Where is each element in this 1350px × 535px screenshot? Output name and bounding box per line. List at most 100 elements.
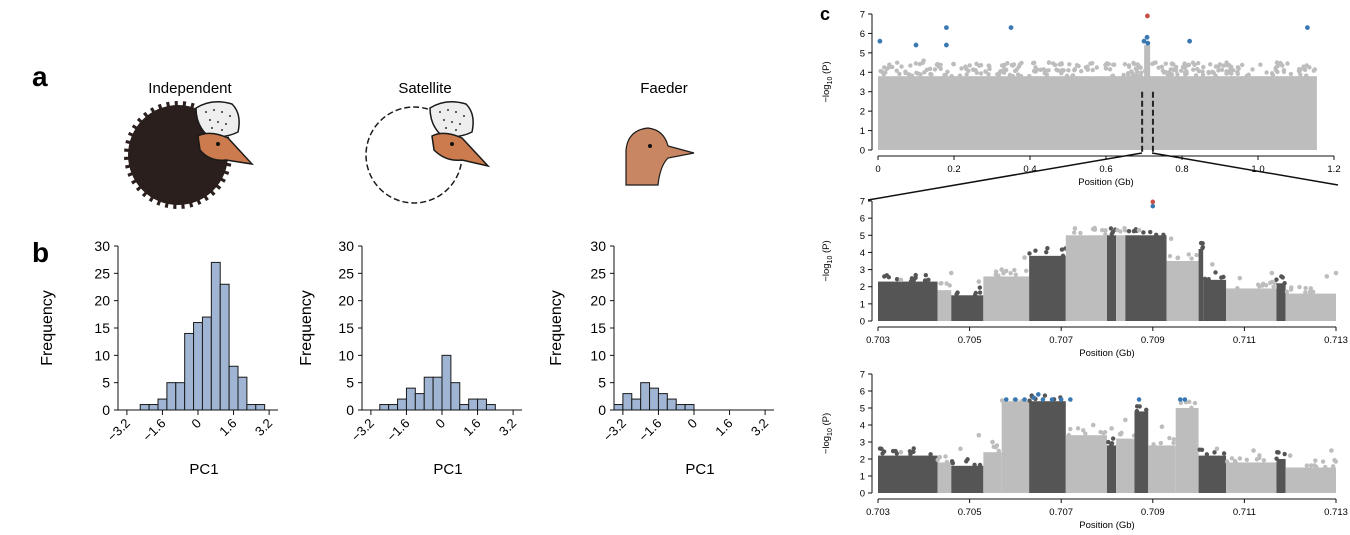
x-tick-label: 0.705 — [958, 335, 982, 346]
snp-point — [1044, 72, 1050, 77]
y-axis-title: Frequency — [298, 290, 315, 366]
y-axis-title: −log10 (P) — [821, 413, 834, 454]
y-axis-title: −log10 (P) — [821, 240, 834, 281]
snp-point — [1175, 72, 1180, 77]
snp-point — [1281, 68, 1287, 73]
independent-head-tufts — [195, 101, 240, 138]
histogram-bar — [379, 404, 390, 411]
y-tick-label: 2 — [860, 282, 865, 293]
x-tick-label: 0.713 — [1324, 335, 1348, 346]
snp-point — [1169, 61, 1175, 66]
snp-point — [1207, 62, 1213, 67]
y-tick-label: 10 — [590, 347, 606, 363]
snp-point — [1192, 62, 1197, 68]
snp-point — [1083, 431, 1088, 436]
x-tick-label: −3.2 — [104, 416, 133, 445]
snp-point — [1195, 61, 1201, 66]
snp-point — [1210, 262, 1215, 267]
snp-point — [1282, 280, 1287, 286]
snp-point — [1054, 67, 1059, 72]
y-tick-label: 10 — [94, 347, 110, 363]
snp-point — [1066, 68, 1071, 73]
y-tick-label: 5 — [598, 375, 606, 391]
snp-point — [1168, 67, 1174, 72]
snp-point — [1132, 61, 1137, 67]
y-tick-label: 25 — [590, 265, 606, 281]
snp-point — [880, 451, 885, 456]
snp-point — [1288, 287, 1294, 292]
snp-segment — [1134, 411, 1149, 493]
snp-segment — [1276, 283, 1286, 321]
snp-point — [1071, 230, 1077, 235]
snp-point — [1237, 456, 1243, 461]
snp-point — [1008, 271, 1013, 276]
snp-point — [1333, 270, 1339, 276]
snp-point — [973, 68, 978, 73]
snp-point — [1159, 64, 1165, 70]
x-tick-label: 0 — [875, 164, 880, 175]
faeder-illustration — [625, 127, 695, 186]
snp-point — [1066, 432, 1071, 438]
significant-snp-point — [1040, 397, 1046, 402]
y-tick-label: 1 — [860, 126, 865, 137]
histogram-bar — [432, 376, 443, 411]
histogram-bar — [657, 393, 668, 411]
snp-point — [1167, 435, 1172, 441]
significant-snp-point — [1141, 38, 1147, 44]
histogram-bar — [166, 382, 177, 411]
histogram-faeder: 0 5 10 15 20 25 30 −3.2 −1.6 0 1.6 3.2 PC1 Frequency — [548, 238, 774, 478]
snp-point — [1199, 447, 1205, 453]
snp-point — [911, 446, 916, 451]
peak-column — [1144, 45, 1151, 151]
y-tick-label: 1 — [860, 299, 865, 310]
snp-point — [1126, 63, 1132, 68]
significant-snp-point — [1036, 392, 1041, 397]
snp-point — [1320, 459, 1326, 464]
snp-point — [1236, 66, 1241, 71]
snp-point — [986, 63, 991, 68]
snp-point — [1024, 268, 1029, 274]
y-tick-label: 30 — [590, 238, 606, 254]
snp-point — [1251, 448, 1256, 453]
snp-point — [1090, 67, 1095, 73]
snp-point — [1216, 68, 1221, 73]
snp-point — [959, 66, 964, 71]
snp-point — [1102, 429, 1108, 435]
top-snp-point — [1150, 199, 1156, 205]
histogram-bar — [441, 354, 452, 411]
snp-point — [1098, 429, 1103, 435]
snp-point — [1221, 451, 1227, 456]
snp-segment — [1001, 401, 1030, 493]
significant-snp-point — [1136, 397, 1142, 402]
snp-point — [967, 63, 972, 68]
y-tick-label: 6 — [860, 214, 865, 225]
significant-snp-point — [1145, 40, 1151, 46]
snp-point — [1184, 71, 1189, 76]
satellite-male-illustration — [365, 101, 491, 204]
x-tick-label: 0.707 — [1049, 507, 1073, 518]
snp-point — [1224, 459, 1230, 464]
snp-point — [1010, 63, 1015, 68]
histogram-bar — [184, 332, 195, 411]
snp-point — [973, 290, 978, 296]
y-tick-label: 10 — [338, 347, 354, 363]
snp-point — [921, 58, 926, 63]
x-tick-label: −3.2 — [348, 416, 377, 445]
snp-segment — [1226, 462, 1277, 493]
y-tick-label: 20 — [590, 293, 606, 309]
snp-point — [1269, 71, 1275, 76]
y-tick-label: 25 — [338, 265, 354, 281]
x-axis-title: PC1 — [685, 461, 714, 478]
snp-point — [1303, 290, 1308, 295]
histogram-satellite: 0 5 10 15 20 25 30 −3.2 −1.6 0 1.6 3.2 PC1 Frequency — [298, 238, 522, 478]
snp-point — [1163, 61, 1169, 66]
snp-point — [1064, 73, 1070, 79]
snp-point — [1332, 457, 1337, 463]
snp-point — [1168, 236, 1174, 242]
y-tick-label: 15 — [590, 320, 606, 336]
snp-point — [882, 65, 887, 70]
snp-point — [1195, 66, 1200, 72]
snp-point — [1045, 246, 1050, 251]
snp-segment — [1065, 235, 1107, 321]
histogram-bar — [228, 365, 239, 411]
